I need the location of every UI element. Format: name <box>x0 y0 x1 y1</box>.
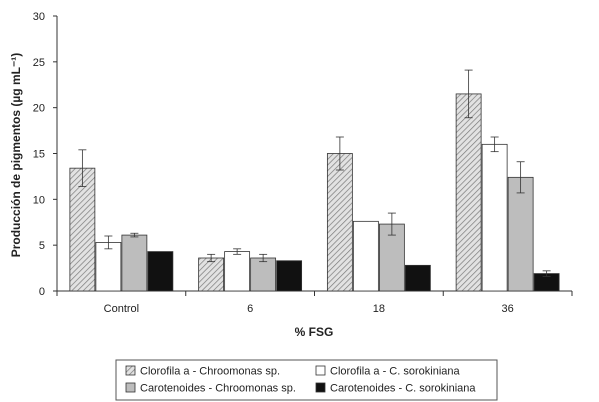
bar <box>121 234 148 292</box>
bar <box>147 251 174 292</box>
legend-swatch <box>125 382 136 393</box>
bar <box>224 251 251 292</box>
bar <box>481 143 508 292</box>
bar <box>507 176 534 292</box>
bar <box>455 93 482 292</box>
plot-area: 0 5 10 15 20 25 30 Control 6 18 36 <box>33 11 573 315</box>
bar <box>250 257 277 292</box>
x-axis-label: % FSG <box>295 325 334 339</box>
legend-label: Carotenoides - Chroomonas sp. <box>140 383 296 395</box>
bar <box>352 220 379 292</box>
y-tick-label: 5 <box>39 240 45 252</box>
bar <box>276 260 303 292</box>
legend-swatch <box>315 365 326 376</box>
legend-swatch <box>315 382 326 393</box>
y-tick-label: 15 <box>33 149 45 161</box>
y-axis-label: Producción de pigmentos (µg mL⁻¹) <box>9 53 23 258</box>
y-tick-label: 0 <box>39 286 45 298</box>
bar <box>326 153 353 292</box>
legend-label: Clorofila a - Chroomonas sp. <box>140 366 280 378</box>
legend-frame <box>115 359 498 401</box>
bar <box>69 167 96 292</box>
bar <box>95 242 122 292</box>
bar <box>404 264 431 292</box>
y-tick-label: 10 <box>33 194 45 206</box>
legend-swatch <box>125 365 136 376</box>
y-tick-label: 25 <box>33 57 45 69</box>
x-tick-label: 6 <box>247 303 253 315</box>
legend-label: Clorofila a - C. sorokiniana <box>330 366 460 378</box>
bar <box>198 257 225 292</box>
x-tick-label: 18 <box>373 303 385 315</box>
y-tick-label: 20 <box>33 103 45 115</box>
x-tick-label: Control <box>104 303 139 315</box>
x-tick-label: 36 <box>502 303 514 315</box>
legend: Clorofila a - Chroomonas sp. Clorofila a … <box>115 359 498 401</box>
legend-label: Carotenoides - C. sorokiniana <box>330 383 476 395</box>
y-tick-label: 30 <box>33 11 45 23</box>
